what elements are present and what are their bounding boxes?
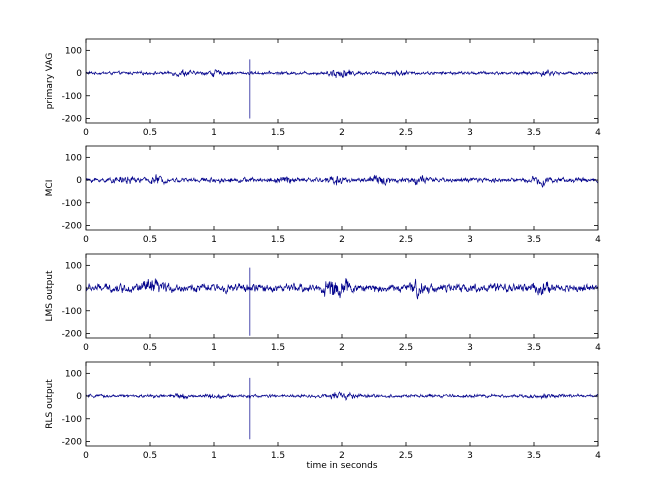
- signal-line: [86, 59, 598, 119]
- y-axis-label: LMS output: [45, 270, 55, 322]
- x-tick-label: 3: [467, 235, 473, 245]
- x-tick-label: 1.5: [271, 343, 285, 353]
- x-tick-label: 0: [83, 343, 89, 353]
- x-tick-label: 0: [83, 235, 89, 245]
- subplot: 0 0.5 1 1.5 2 2.5 3 3.5 4 100 0 -100 -200 MCI: [45, 145, 601, 245]
- y-tick-label: -100: [62, 199, 83, 209]
- x-axis-label: time in seconds: [306, 461, 377, 471]
- x-tick-label: 1: [211, 235, 217, 245]
- x-tick-label: 3.5: [527, 343, 541, 353]
- y-axis-label: primary VAG: [45, 53, 55, 110]
- x-tick-label: 4: [595, 128, 601, 138]
- x-tick-label: 3: [467, 343, 473, 353]
- y-tick-label: -200: [62, 221, 83, 231]
- x-tick-label: 1: [211, 451, 217, 461]
- x-tick-label: 0: [83, 128, 89, 138]
- x-tick-label: 3.5: [527, 128, 541, 138]
- x-tick-label: 0.5: [143, 128, 157, 138]
- x-tick-label: 0.5: [143, 343, 157, 353]
- x-tick-label: 2.5: [399, 235, 413, 245]
- signal-line: [86, 267, 598, 336]
- y-tick-label: 0: [76, 176, 82, 186]
- signal-line: [86, 377, 598, 440]
- x-tick-label: 1.5: [271, 128, 285, 138]
- subplot: 0 0.5 1 1.5 2 2.5 3 3.5 4 100 0 -100 -200 RLS output: [45, 361, 601, 461]
- y-tick-label: 100: [65, 153, 82, 163]
- x-tick-label: 0: [83, 451, 89, 461]
- y-tick-label: 100: [65, 369, 82, 379]
- y-tick-label: -200: [62, 437, 83, 447]
- x-tick-label: 2: [339, 343, 345, 353]
- axes-frame: [85, 361, 599, 447]
- x-tick-label: 3.5: [527, 451, 541, 461]
- x-tick-label: 2: [339, 235, 345, 245]
- x-tick-label: 3: [467, 128, 473, 138]
- y-tick-label: 100: [65, 46, 82, 56]
- subplot: 0 0.5 1 1.5 2 2.5 3 3.5 4 100 0 -100 -200 primary VAG: [45, 38, 601, 138]
- x-tick-label: 4: [595, 343, 601, 353]
- x-tick-label: 4: [595, 235, 601, 245]
- x-tick-label: 3.5: [527, 235, 541, 245]
- subplot: 0 0.5 1 1.5 2 2.5 3 3.5 4 100 0 -100 -200 LMS output: [45, 253, 601, 353]
- x-tick-label: 0.5: [143, 235, 157, 245]
- x-tick-label: 1.5: [271, 451, 285, 461]
- x-tick-label: 1.5: [271, 235, 285, 245]
- y-tick-label: 0: [76, 392, 82, 402]
- y-tick-label: -100: [62, 415, 83, 425]
- x-tick-label: 4: [595, 451, 601, 461]
- x-tick-label: 2: [339, 128, 345, 138]
- signal-line: [86, 174, 598, 188]
- x-tick-label: 2.5: [399, 343, 413, 353]
- x-tick-label: 2.5: [399, 128, 413, 138]
- x-tick-label: 3: [467, 451, 473, 461]
- axes-frame: [85, 253, 599, 339]
- y-tick-label: 0: [76, 69, 82, 79]
- y-tick-label: -100: [62, 92, 83, 102]
- x-tick-label: 0.5: [143, 451, 157, 461]
- y-axis-label: RLS output: [45, 379, 55, 429]
- y-tick-label: 100: [65, 261, 82, 271]
- x-tick-label: 1: [211, 343, 217, 353]
- x-tick-label: 2: [339, 451, 345, 461]
- axes-frame: [85, 38, 599, 124]
- y-tick-label: -200: [62, 329, 83, 339]
- x-tick-label: 1: [211, 128, 217, 138]
- y-tick-label: -100: [62, 307, 83, 317]
- y-tick-label: 0: [76, 284, 82, 294]
- x-tick-label: 2.5: [399, 451, 413, 461]
- y-axis-label: MCI: [45, 180, 55, 197]
- axes-frame: [85, 145, 599, 231]
- y-tick-label: -200: [62, 114, 83, 124]
